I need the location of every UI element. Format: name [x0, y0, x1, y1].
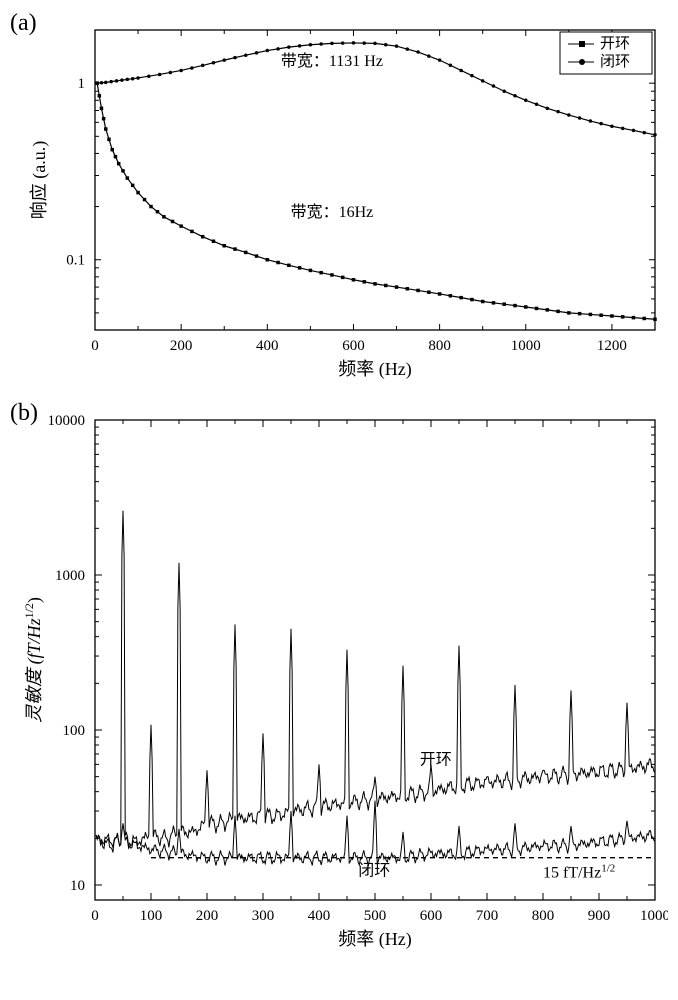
chart-b-svg: 0 100 200 300 400 500 600 700 800 900 1000 10 100 100…	[10, 400, 668, 970]
svg-text:频率 (Hz): 频率 (Hz)	[338, 929, 411, 950]
svg-text:10: 10	[70, 878, 85, 894]
svg-text:1000: 1000	[55, 568, 85, 584]
panel-a: (a) 0 200 400 600 800 1000 1200 0.1 1 频率 (Hz) 响应 (…	[10, 10, 668, 400]
svg-text:灵敏度 (fT/Hz1/2): 灵敏度 (fT/Hz1/2)	[22, 597, 45, 723]
svg-text:1000: 1000	[640, 908, 668, 924]
svg-text:800: 800	[428, 338, 451, 354]
svg-text:200: 200	[170, 338, 193, 354]
svg-text:0: 0	[91, 908, 99, 924]
panel-b-label: (b)	[10, 400, 38, 427]
svg-text:闭环: 闭环	[600, 53, 630, 70]
svg-text:开环: 开环	[420, 751, 452, 768]
panel-a-label: (a)	[10, 10, 37, 37]
svg-text:带宽：16Hz: 带宽：16Hz	[291, 203, 374, 221]
svg-text:600: 600	[420, 908, 443, 924]
figure-container: (a) 0200400600800100012000.11频率 (Hz)响应 (…	[10, 10, 668, 980]
svg-text:500: 500	[364, 908, 387, 924]
svg-text:200: 200	[196, 908, 219, 924]
svg-text:15 fT/Hz1/2: 15 fT/Hz1/2	[543, 862, 615, 881]
svg-text:响应 (a.u.): 响应 (a.u.)	[29, 141, 50, 219]
svg-text:900: 900	[588, 908, 611, 924]
svg-text:0: 0	[91, 338, 99, 354]
svg-text:1000: 1000	[511, 338, 541, 354]
svg-text:带宽：1131 Hz: 带宽：1131 Hz	[281, 52, 383, 70]
svg-text:1: 1	[78, 76, 86, 92]
chart-a-svg: 0 200 400 600 800 1000 1200 0.1 1 频率 (Hz) 响应 (a.u.…	[10, 10, 668, 390]
svg-text:800: 800	[532, 908, 555, 924]
svg-text:400: 400	[308, 908, 331, 924]
svg-text:频率 (Hz): 频率 (Hz)	[338, 359, 411, 380]
svg-text:开环: 开环	[600, 36, 630, 52]
svg-text:100: 100	[63, 723, 86, 739]
svg-text:300: 300	[252, 908, 275, 924]
svg-text:闭环: 闭环	[358, 862, 390, 880]
svg-text:400: 400	[256, 338, 279, 354]
svg-text:0.1: 0.1	[66, 253, 85, 269]
panel-b: (b) 0 100 200 300 400 500 600 700 800 900 1000 10 10…	[10, 400, 668, 980]
svg-text:1200: 1200	[597, 338, 627, 354]
svg-text:10000: 10000	[48, 413, 86, 429]
svg-text:700: 700	[476, 908, 499, 924]
svg-text:100: 100	[140, 908, 163, 924]
svg-text:600: 600	[342, 338, 365, 354]
